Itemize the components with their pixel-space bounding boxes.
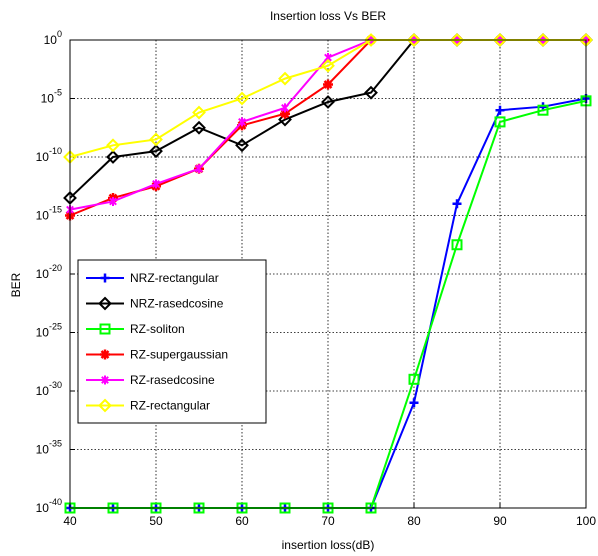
y-tick-label: 10-15: [36, 205, 62, 223]
data-point-rz-rasedcosine: [195, 164, 203, 174]
chart-title: Insertion loss Vs BER: [270, 9, 386, 23]
legend-box: [77, 259, 267, 424]
data-point-nrz-rasedcosine: [106, 150, 120, 164]
legend: NRZ-rectangular NRZ-rasedcosine RZ-soliton…: [77, 259, 267, 424]
data-point-rz-rectangular: [149, 132, 163, 147]
y-tick-label: 10-30: [36, 380, 62, 398]
data-point-rz-rectangular: [407, 33, 421, 47]
legend-marker-rz-soliton: [99, 323, 111, 335]
legend-marker-rz-rectangular: [98, 398, 112, 413]
data-point-nrz-rasedcosine: [278, 112, 292, 127]
y-tick-label: 10-35: [36, 439, 62, 457]
x-tick-label: 60: [235, 514, 249, 528]
data-point-rz-rectangular: [278, 71, 292, 86]
legend-label-nrz-rasedcosine: NRZ-rasedcosine: [130, 297, 224, 311]
data-point-rz-rasedcosine: [281, 103, 289, 113]
y-tick-labels: 100 10-5 10-10 10-15 10-20 10-25 10-30 10-35 10-…: [36, 29, 62, 515]
data-point-rz-rasedcosine: [152, 179, 160, 189]
data-point-rz-rectangular: [536, 33, 550, 47]
x-tick-label: 40: [63, 514, 77, 528]
data-point-rz-rectangular: [321, 58, 335, 73]
legend-marker-rz-supergaussian: [100, 349, 110, 360]
y-axis-label: BER: [9, 272, 23, 297]
data-point-rz-rasedcosine: [109, 196, 117, 206]
legend-marker-nrz-rectangular: [100, 273, 110, 283]
data-point-nrz-rectangular: [452, 199, 462, 209]
x-tick-label: 100: [576, 514, 596, 528]
data-point-rz-soliton: [537, 104, 549, 116]
legend-label-rz-rasedcosine: RZ-rasedcosine: [130, 373, 215, 387]
data-point-nrz-rectangular: [495, 105, 505, 115]
data-point-rz-rasedcosine: [238, 117, 246, 127]
data-point-nrz-rectangular: [409, 398, 419, 408]
data-point-rz-rectangular: [450, 33, 464, 47]
x-tick-label: 70: [321, 514, 335, 528]
data-point-nrz-rasedcosine: [364, 85, 378, 100]
data-point-rz-rectangular: [493, 33, 507, 47]
data-point-rz-rectangular: [235, 91, 249, 106]
legend-label-rz-soliton: RZ-soliton: [130, 322, 185, 336]
data-point-nrz-rasedcosine: [192, 120, 206, 135]
data-point-nrz-rasedcosine: [149, 144, 163, 159]
x-axis-label: insertion loss(dB): [282, 538, 375, 552]
data-point-rz-soliton: [494, 116, 506, 128]
data-point-rz-supergaussian: [323, 79, 333, 90]
y-tick-label: 10-20: [36, 263, 62, 281]
plot-frame: [69, 39, 587, 509]
y-tick-label: 10-40: [36, 497, 62, 515]
y-tick-label: 10-10: [36, 146, 62, 164]
legend-marker-nrz-rasedcosine: [98, 296, 112, 311]
data-point-rz-soliton: [451, 239, 463, 251]
y-tick-label: 10-5: [41, 88, 62, 106]
y-tick-label: 100: [44, 29, 62, 47]
legend-label-nrz-rectangular: NRZ-rectangular: [130, 271, 219, 285]
x-tick-label: 80: [407, 514, 421, 528]
legend-marker-rz-rasedcosine: [101, 375, 109, 385]
data-point-nrz-rasedcosine: [235, 138, 249, 153]
y-tick-label: 10-25: [36, 322, 62, 340]
data-point-rz-rectangular: [192, 105, 206, 120]
data-point-rz-rectangular: [364, 33, 378, 47]
x-tick-label: 50: [149, 514, 163, 528]
data-point-nrz-rasedcosine: [321, 95, 335, 109]
x-tick-labels: 40 50 60 70 80 90 100: [63, 514, 596, 528]
data-point-rz-rectangular: [106, 138, 120, 153]
legend-label-rz-rectangular: RZ-rectangular: [130, 399, 210, 413]
x-tick-label: 90: [493, 514, 507, 528]
legend-label-rz-supergaussian: RZ-supergaussian: [130, 348, 228, 362]
data-point-rz-supergaussian: [280, 108, 290, 119]
data-point-rz-soliton: [408, 373, 420, 385]
